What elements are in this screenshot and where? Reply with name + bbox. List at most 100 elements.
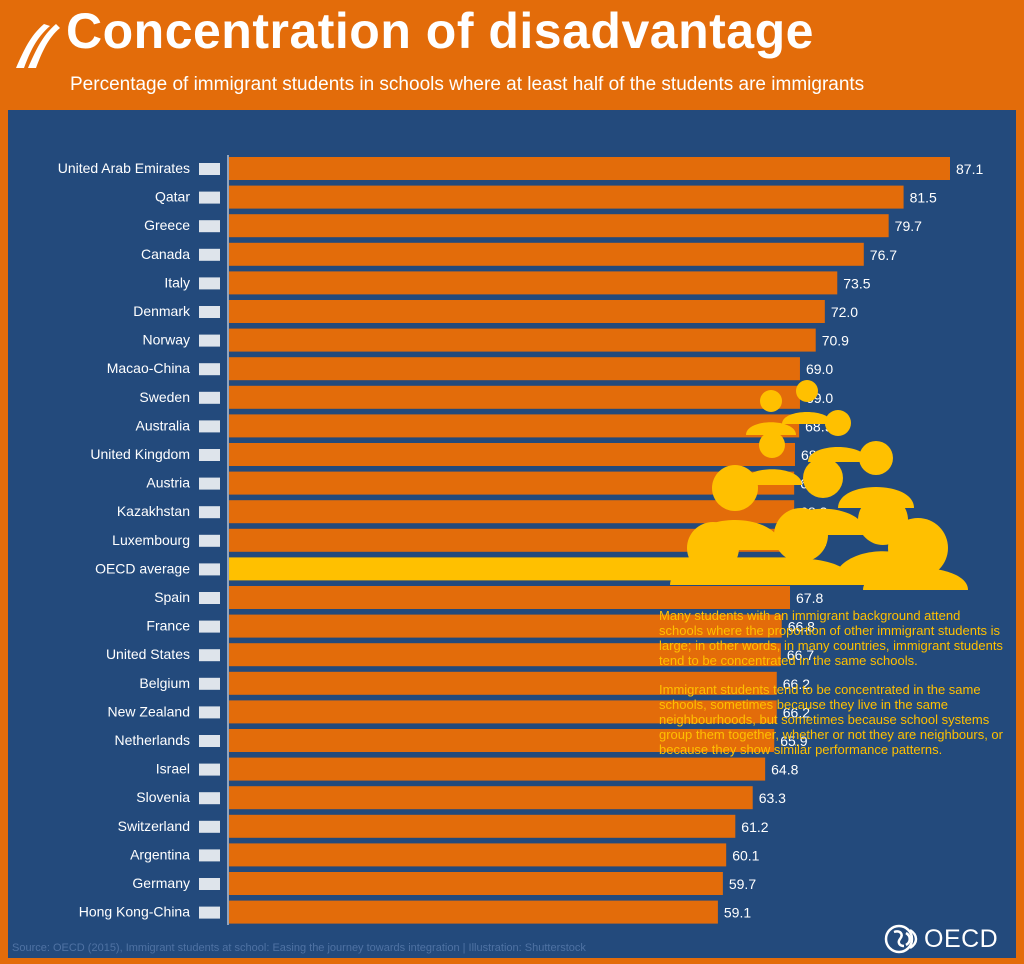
category-label: United Arab Emirates bbox=[58, 160, 190, 176]
value-label: 59.7 bbox=[729, 876, 756, 892]
category-label: Spain bbox=[154, 589, 190, 605]
bar bbox=[229, 843, 727, 867]
category-label: Macao-China bbox=[107, 360, 190, 376]
flag-icon bbox=[199, 248, 220, 261]
flag-icon bbox=[199, 677, 220, 690]
flag-icon bbox=[199, 706, 220, 719]
annotation-text: Many students with an immigrant backgrou… bbox=[659, 608, 1004, 771]
category-label: Luxembourg bbox=[112, 532, 190, 548]
bar bbox=[229, 242, 864, 266]
bar bbox=[229, 814, 736, 838]
flag-icon bbox=[199, 477, 220, 490]
value-label: 63.3 bbox=[759, 790, 786, 806]
bar bbox=[229, 614, 782, 638]
value-label: 67.8 bbox=[796, 590, 823, 606]
flag-icon bbox=[199, 820, 220, 833]
flag-icon bbox=[199, 906, 220, 919]
bar-chart: United Arab Emirates 87.1 Qatar 81.5 Greece 7… bbox=[58, 155, 983, 925]
value-label: 79.7 bbox=[895, 218, 922, 234]
category-label: Australia bbox=[136, 417, 191, 433]
category-label: United Kingdom bbox=[90, 446, 190, 462]
value-label: 66.8 bbox=[788, 619, 815, 635]
flag-icon bbox=[199, 534, 220, 547]
oecd-globe-icon bbox=[884, 924, 918, 954]
flag-icon bbox=[199, 592, 220, 604]
flag-icon bbox=[199, 878, 220, 890]
value-label: 72.0 bbox=[831, 304, 858, 320]
source-note: Source: OECD (2015), Immigrant students … bbox=[12, 942, 586, 954]
flag-icon bbox=[199, 792, 220, 805]
bar bbox=[229, 328, 816, 352]
category-label: Sweden bbox=[139, 389, 190, 405]
category-label: Argentina bbox=[130, 846, 190, 862]
category-label: Denmark bbox=[133, 303, 191, 319]
value-label: 66.2 bbox=[783, 704, 810, 720]
flag-icon bbox=[199, 449, 220, 461]
value-label: 69.0 bbox=[806, 361, 833, 377]
flag-icon bbox=[199, 763, 220, 776]
category-label: Germany bbox=[132, 875, 190, 891]
flag-icon bbox=[199, 306, 220, 318]
value-label: 87.1 bbox=[956, 161, 983, 177]
bar bbox=[229, 757, 766, 781]
page-subtitle: Percentage of immigrant students in scho… bbox=[70, 74, 865, 95]
bar bbox=[229, 786, 753, 810]
category-label: Kazakhstan bbox=[117, 503, 190, 519]
category-label: Slovenia bbox=[136, 789, 190, 805]
category-label: United States bbox=[106, 646, 190, 662]
value-label: 64.8 bbox=[771, 762, 798, 778]
annotation-paragraph-2: Immigrant students tend to be concentrat… bbox=[659, 682, 1003, 757]
page-title: Concentration of disadvantage bbox=[66, 3, 814, 59]
bar bbox=[229, 157, 950, 180]
flag-icon bbox=[199, 191, 220, 204]
flag-icon bbox=[199, 506, 220, 519]
annotation-paragraph-1: Many students with an immigrant backgrou… bbox=[659, 608, 1003, 668]
people-group-icon bbox=[670, 380, 968, 590]
value-label: 59.1 bbox=[724, 905, 751, 921]
bar bbox=[229, 214, 889, 238]
bar bbox=[229, 300, 825, 323]
bar bbox=[229, 643, 781, 667]
flag-icon bbox=[199, 563, 220, 576]
value-label: 66.2 bbox=[783, 676, 810, 692]
category-label: Canada bbox=[141, 246, 190, 262]
category-label: Belgium bbox=[139, 675, 190, 691]
value-label: 60.1 bbox=[732, 847, 759, 863]
bar bbox=[229, 500, 795, 524]
category-label: Austria bbox=[146, 475, 190, 491]
category-label: OECD average bbox=[95, 560, 190, 576]
bar bbox=[229, 586, 791, 609]
value-label: 61.2 bbox=[741, 819, 768, 835]
bar bbox=[229, 414, 800, 438]
oecd-logo: OECD bbox=[884, 924, 998, 954]
value-label: 70.9 bbox=[822, 333, 849, 349]
bar bbox=[229, 185, 904, 209]
flag-icon bbox=[199, 620, 220, 633]
flag-icon bbox=[199, 849, 220, 862]
flag-icon bbox=[199, 649, 220, 662]
flag-icon bbox=[199, 391, 220, 404]
category-label: Israel bbox=[156, 761, 190, 777]
flag-icon bbox=[199, 363, 220, 376]
category-label: Greece bbox=[144, 217, 190, 233]
bar-highlight bbox=[229, 557, 794, 581]
category-label: Switzerland bbox=[118, 818, 190, 834]
bar bbox=[229, 271, 838, 295]
bar bbox=[229, 729, 775, 752]
category-label: Qatar bbox=[155, 189, 190, 205]
flag-icon bbox=[199, 220, 220, 233]
oecd-logo-text: OECD bbox=[924, 924, 999, 953]
bar bbox=[229, 385, 800, 409]
flag-icon bbox=[199, 420, 220, 433]
bar bbox=[229, 700, 777, 724]
category-label: Netherlands bbox=[115, 732, 191, 748]
category-label: Hong Kong-China bbox=[79, 904, 191, 920]
value-label: 73.5 bbox=[843, 275, 870, 291]
bar bbox=[229, 443, 795, 466]
category-label: France bbox=[146, 618, 190, 634]
value-label: 81.5 bbox=[910, 190, 937, 206]
flag-icon bbox=[199, 735, 220, 747]
bar bbox=[229, 471, 795, 495]
value-label: 65.9 bbox=[780, 733, 807, 749]
flag-icon bbox=[199, 334, 220, 347]
